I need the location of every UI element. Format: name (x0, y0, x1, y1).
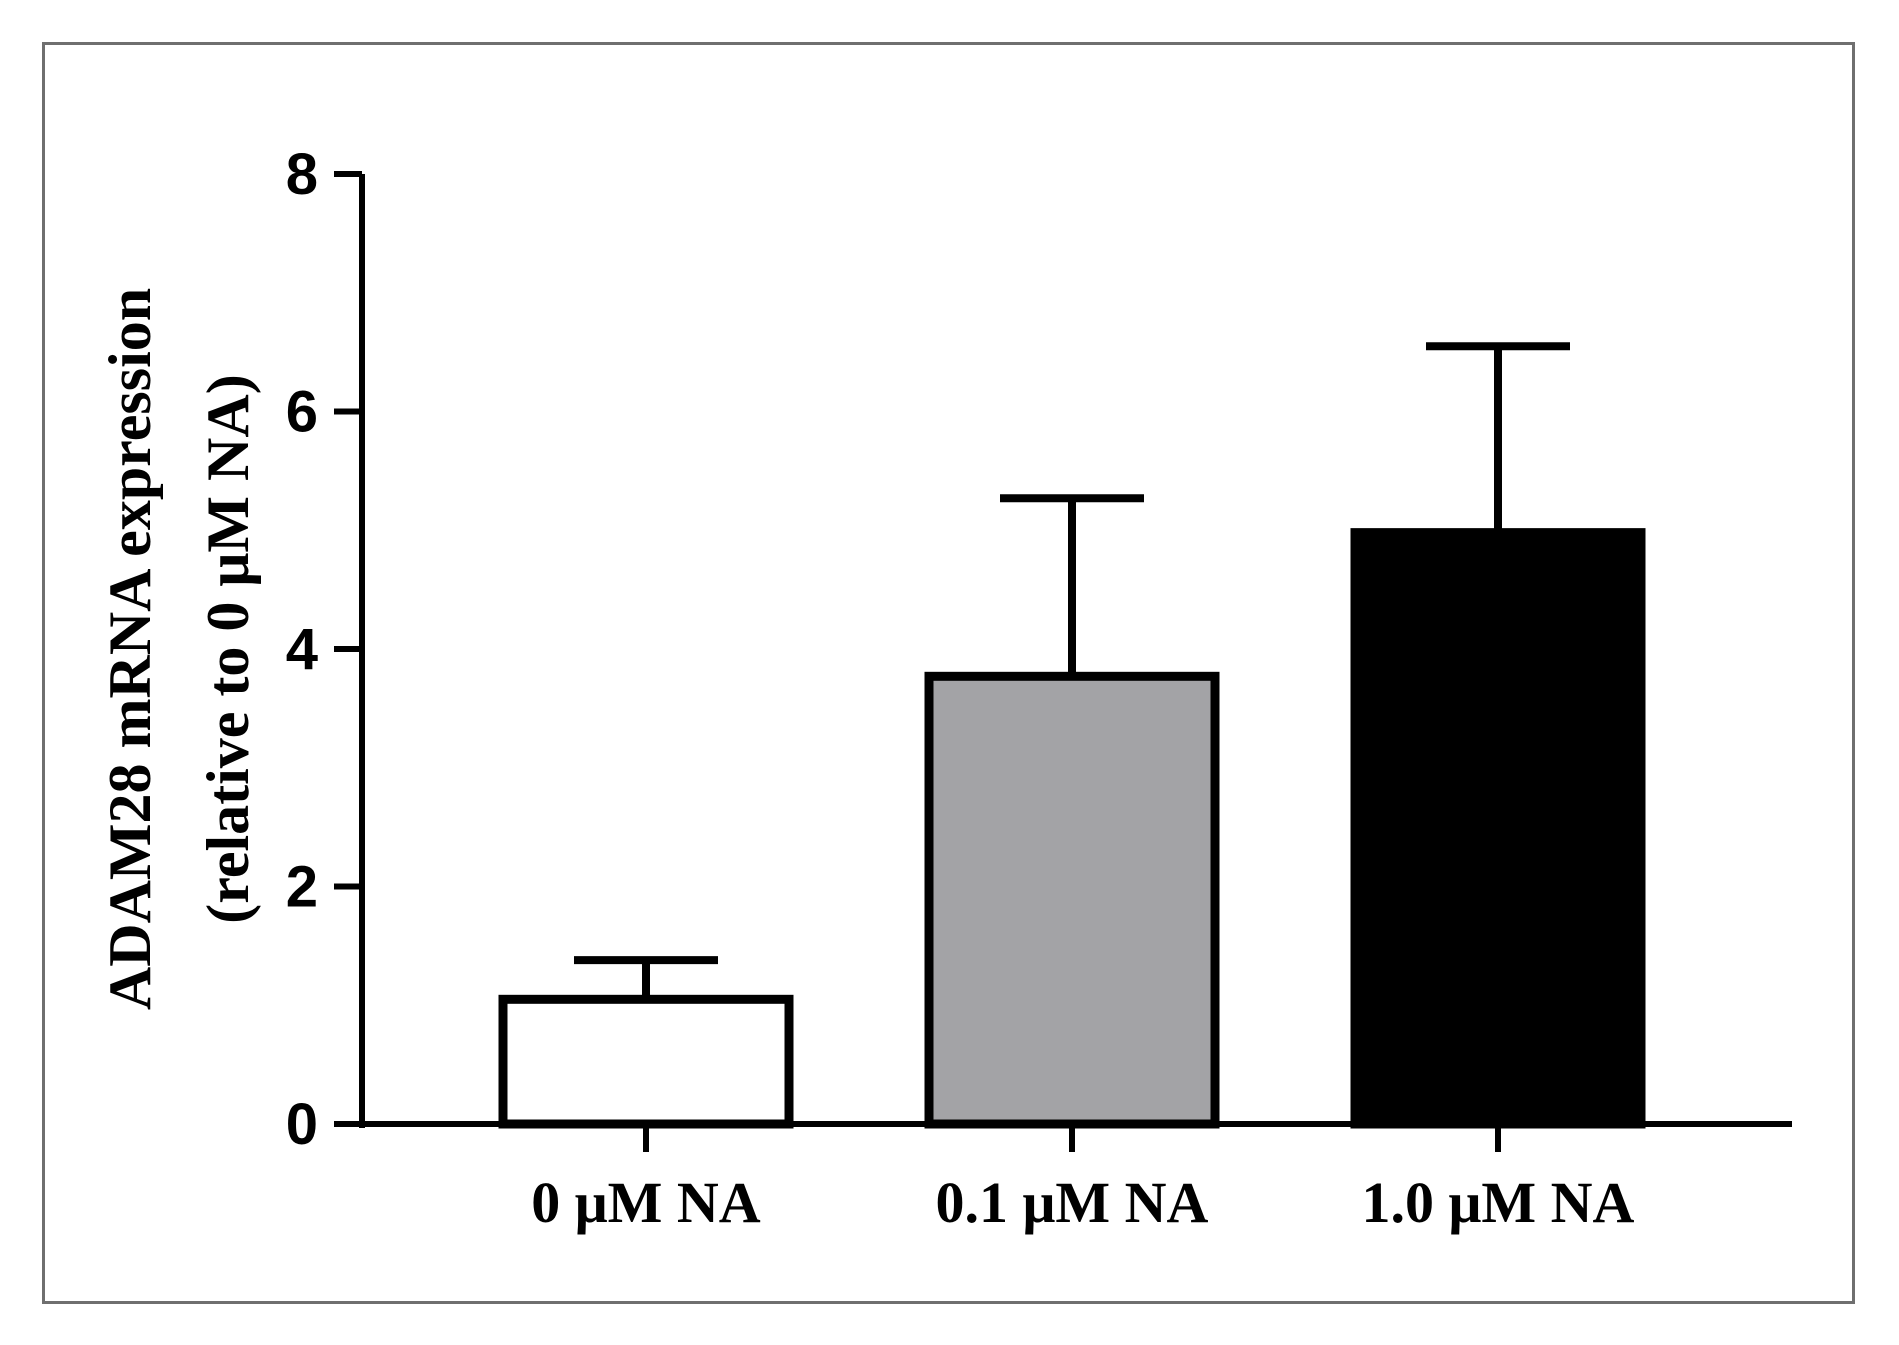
axes (334, 171, 1792, 1152)
y-tick-label-0: 0 (286, 1092, 318, 1157)
y-tick-label-6: 6 (286, 380, 318, 445)
bar-2 (924, 671, 1220, 1129)
y-tick-label-2: 2 (286, 855, 318, 920)
y-tick-label-4: 4 (286, 617, 318, 682)
x-category-label-2: 0.1 μM NA (936, 1170, 1209, 1235)
y-axis-title-line2: (relative to 0 μM NA) (195, 374, 261, 923)
y-axis-title: ADAM28 mRNA expression (relative to 0 μM… (97, 288, 261, 1010)
y-tick-label-8: 8 (286, 142, 318, 207)
x-category-label-3: 1.0 μM NA (1362, 1170, 1635, 1235)
bar-3 (1350, 528, 1646, 1129)
error-bars (574, 342, 1570, 1000)
y-axis-title-line1: ADAM28 mRNA expression (97, 288, 163, 1010)
axis-labels: 0 2 4 6 8 0 μM NA 0.1 μM NA 1.0 μM NA (286, 142, 1635, 1235)
bar-1 (498, 994, 794, 1129)
x-category-label-1: 0 μM NA (531, 1170, 761, 1235)
